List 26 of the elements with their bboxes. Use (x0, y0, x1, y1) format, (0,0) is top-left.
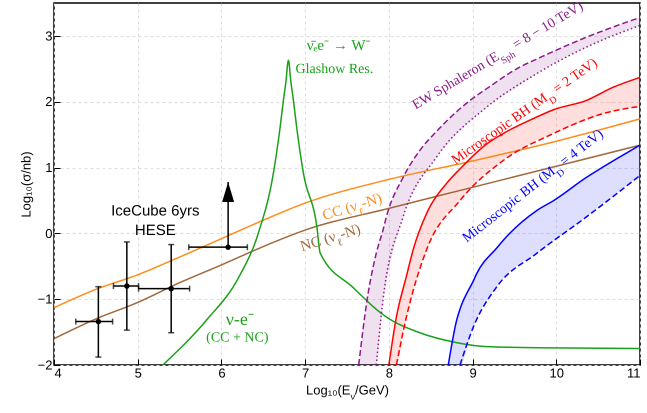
annotation: (CC + NC) (206, 330, 269, 346)
point (225, 244, 231, 250)
x-tick-label: 10 (550, 366, 564, 380)
y-tick-label: 2 (45, 94, 52, 110)
point (124, 283, 130, 289)
x-tick-label: 6 (218, 366, 226, 380)
annotation: ν-e⁻ (226, 309, 254, 330)
x-tick-label: 9 (469, 366, 477, 380)
y-axis-title: Log₁₀(σ/nb) (18, 151, 34, 218)
x-tick-label: 5 (134, 366, 142, 380)
point (96, 318, 102, 324)
y-tick-label: 1 (45, 160, 52, 176)
annotation: IceCube 6yrs (111, 202, 200, 220)
y-tick-label: −1 (38, 292, 52, 307)
x-tick-label: 4 (54, 366, 62, 380)
y-tick-label: −2 (38, 358, 52, 372)
x-tick-label: 11 (627, 366, 640, 380)
y-tick-label: 3 (45, 28, 52, 44)
point (168, 286, 174, 292)
x-axis-title: Log₁₀(E$_{ν}$/GeV) (306, 382, 389, 402)
annotation: Glashow Res. (296, 62, 374, 77)
x-tick-label: 7 (302, 366, 310, 380)
annotation: ν̄ₑe⁻ → W⁻ (306, 38, 370, 54)
y-tick-label: 0 (45, 226, 52, 241)
annotation: HESE (134, 222, 176, 240)
x-tick-label: 8 (386, 366, 393, 380)
